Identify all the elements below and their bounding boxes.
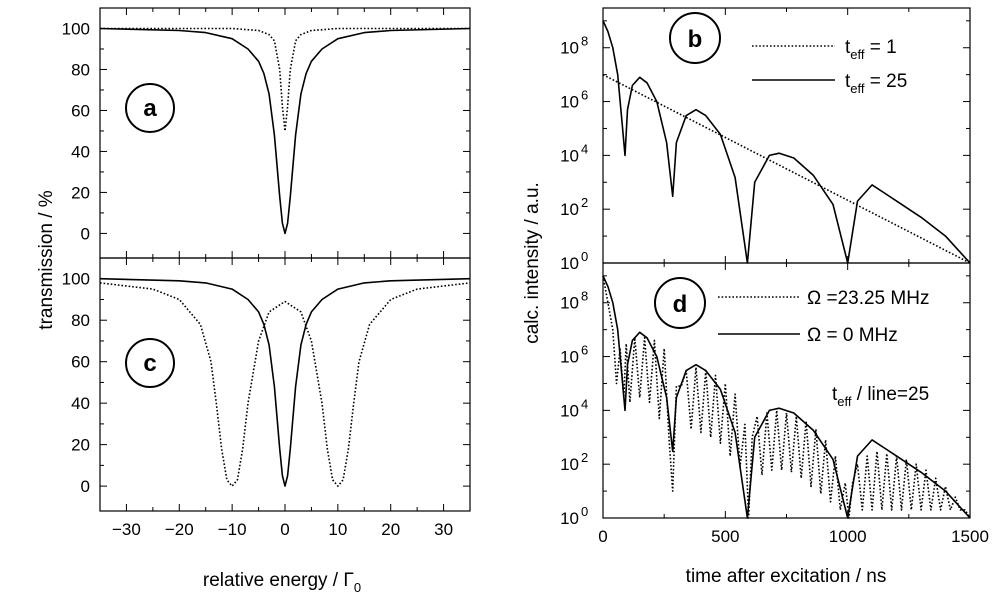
xtick-label-c-1: −20 (165, 520, 194, 539)
legend-d-dotted-label: Ω =23.25 MHz (807, 288, 929, 309)
xtick-label-d-0: 0 (598, 527, 607, 546)
svg-text:d: d (673, 291, 688, 318)
annotation-d: teff / line=25 (832, 384, 929, 409)
panel-a-frame (99, 7, 471, 259)
ytick-label-d-3: 10 (560, 348, 579, 367)
ytick-label-c-2: 40 (71, 394, 90, 413)
panel-d-label: d (654, 277, 706, 329)
ytick-label-a-0: 0 (81, 224, 90, 243)
ytick-exp-d-3: 6 (581, 343, 588, 358)
xtick-label-d-1: 500 (711, 527, 739, 546)
xtick-label-c-2: −10 (218, 520, 247, 539)
ytick-exp-d-1: 2 (581, 450, 588, 465)
ytick-exp-b-2: 4 (581, 141, 588, 156)
series-d-dotted (602, 275, 971, 519)
svg-text:c: c (143, 350, 156, 377)
ytick-label-d-0: 10 (560, 509, 579, 528)
ytick-label-c-0: 0 (81, 477, 90, 496)
series-a-dotted (100, 27, 470, 132)
panel-c-label: c (125, 338, 175, 388)
xtick-label-c-3: 0 (280, 520, 289, 539)
series-a-solid (99, 27, 471, 235)
ytick-label-b-3: 10 (560, 93, 579, 112)
svg-text:a: a (143, 95, 157, 122)
ytick-label-a-2: 40 (71, 142, 90, 161)
ytick-exp-b-1: 2 (581, 195, 588, 210)
right-xlabel: time after excitation / ns (686, 566, 887, 587)
ytick-label-b-4: 10 (560, 39, 579, 58)
left-xlabel: relative energy / Γ0 (203, 570, 361, 595)
legend-b-dotted-label: teff = 1 (845, 37, 897, 62)
ytick-exp-d-0: 0 (581, 504, 588, 519)
ytick-label-c-5: 100 (62, 270, 90, 289)
xtick-label-d-3: 1500 (951, 527, 989, 546)
legend-d-solid-label: Ω = 0 MHz (807, 325, 898, 346)
xtick-label-c-5: 20 (381, 520, 400, 539)
panel-b-frame (602, 7, 971, 264)
panel-a-label: a (125, 83, 175, 133)
xtick-label-c-6: 30 (434, 520, 453, 539)
ytick-label-b-2: 10 (560, 146, 579, 165)
left-ylabel: transmission / % (36, 190, 57, 329)
ytick-label-b-0: 10 (560, 254, 579, 273)
panel-b-label: b (669, 12, 721, 64)
ytick-exp-d-2: 4 (581, 396, 588, 411)
series-b-solid (602, 20, 971, 264)
ytick-exp-b-3: 6 (581, 88, 588, 103)
ytick-label-d-1: 10 (560, 455, 579, 474)
legend-b: teff = 1 teff = 25 (752, 37, 907, 96)
ytick-label-b-1: 10 (560, 200, 579, 219)
xtick-label-d-2: 1000 (829, 527, 867, 546)
ytick-label-a-3: 60 (71, 101, 90, 120)
ytick-label-a-1: 20 (71, 183, 90, 202)
ytick-exp-b-4: 8 (581, 34, 588, 49)
xtick-label-c-0: −30 (112, 520, 141, 539)
ytick-label-a-5: 100 (62, 19, 90, 38)
ytick-exp-b-0: 0 (581, 249, 588, 264)
ytick-label-c-3: 60 (71, 353, 90, 372)
series-b-dotted (602, 73, 971, 264)
right-ylabel: calc. intensity / a.u. (522, 182, 543, 344)
legend-b-solid-label: teff = 25 (845, 71, 907, 96)
svg-text:b: b (688, 26, 703, 53)
series-d-solid (602, 275, 971, 519)
series-c-solid (99, 277, 471, 487)
series-c-dotted (99, 282, 471, 487)
xtick-label-c-4: 10 (328, 520, 347, 539)
ytick-exp-d-4: 8 (581, 289, 588, 304)
ytick-label-a-4: 80 (71, 60, 90, 79)
ytick-label-d-2: 10 (560, 401, 579, 420)
legend-d: Ω =23.25 MHz Ω = 0 MHz teff / line=25 (718, 288, 929, 409)
ytick-label-c-4: 80 (71, 311, 90, 330)
ytick-label-c-1: 20 (71, 436, 90, 455)
ytick-label-d-4: 10 (560, 294, 579, 313)
